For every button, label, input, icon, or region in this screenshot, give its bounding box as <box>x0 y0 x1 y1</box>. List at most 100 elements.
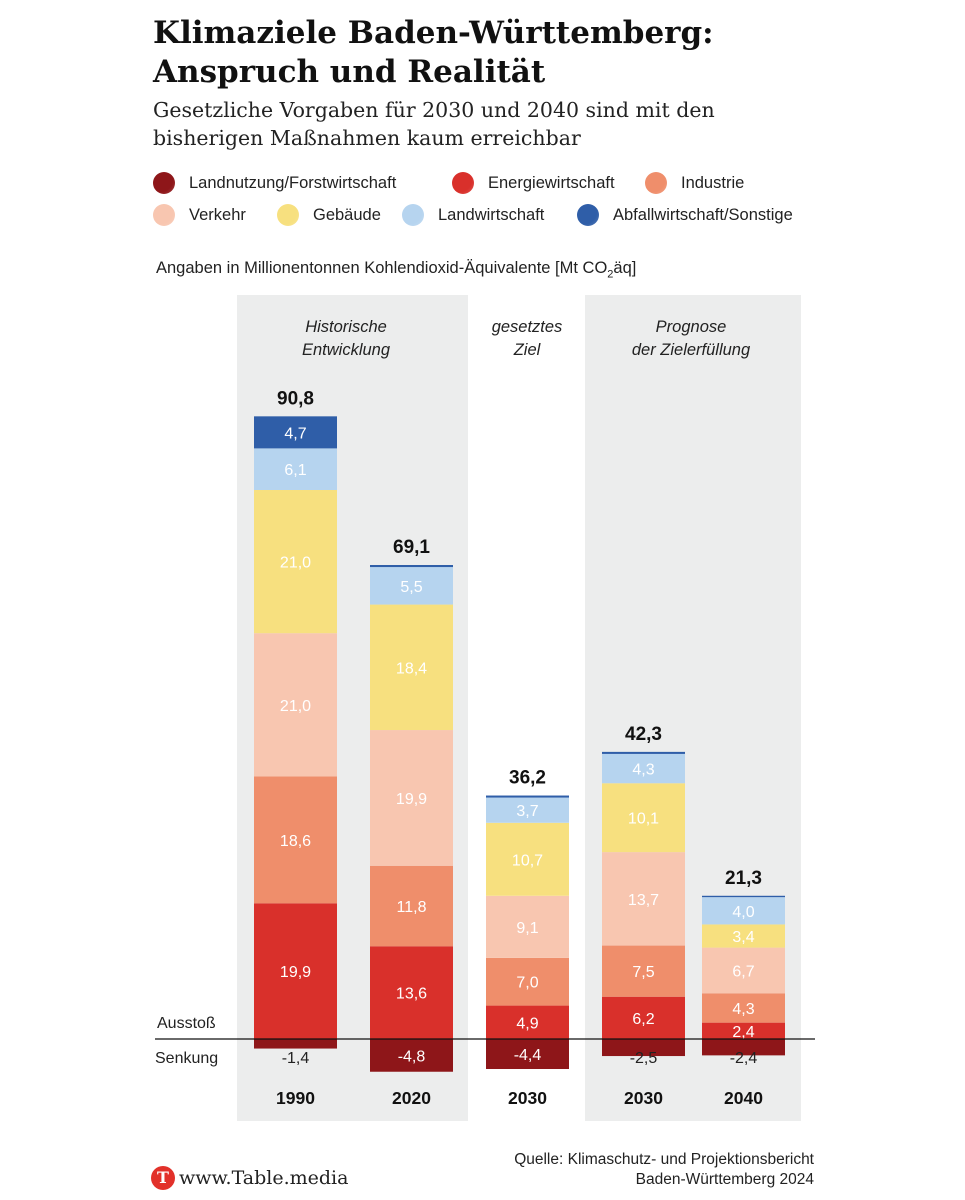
bar-segment-negative <box>254 1039 337 1049</box>
data-label: 4,7 <box>284 425 306 442</box>
emission-label: Ausstoß <box>157 1015 216 1032</box>
bar-segment <box>702 1022 785 1039</box>
bar-segment-negative <box>702 1039 785 1056</box>
bar-segment <box>602 852 685 946</box>
legend-swatch-icon <box>153 172 175 194</box>
reduction-label: Senkung <box>155 1050 218 1067</box>
total-label: 36,2 <box>509 768 546 789</box>
bar-segment <box>370 865 453 947</box>
unit-note-subscript: 2 <box>607 268 614 281</box>
bar-segment <box>370 730 453 866</box>
bar-segment-negative <box>602 1039 685 1057</box>
legend-label: Gebäude <box>313 205 381 224</box>
data-label: 18,4 <box>396 660 427 677</box>
group-label: gesetztes <box>492 318 563 336</box>
legend-label: Industrie <box>681 173 745 192</box>
group-label: Historische <box>305 318 387 336</box>
legend-item: Energiewirtschaft <box>452 171 615 195</box>
bar-segment <box>486 797 569 823</box>
data-label: 4,0 <box>732 904 754 921</box>
legend-item: Industrie <box>645 171 744 195</box>
legend-swatch-icon <box>277 204 299 226</box>
data-label: 10,7 <box>512 852 543 869</box>
bar-segment <box>254 633 337 777</box>
bar-segment <box>486 895 569 958</box>
data-label: 2,4 <box>732 1024 754 1041</box>
category-label: 2020 <box>392 1088 431 1108</box>
category-label: 2040 <box>724 1088 763 1108</box>
data-label-negative: -4,4 <box>514 1047 542 1064</box>
data-label: 9,1 <box>516 920 538 937</box>
bar-segment <box>486 1005 569 1039</box>
source-note: Quelle: Klimaschutz- und Projektionsberi… <box>514 1151 814 1188</box>
total-label: 90,8 <box>277 388 314 409</box>
bar-segment <box>702 895 785 898</box>
bar-segment <box>254 776 337 904</box>
bar-segment <box>702 947 785 994</box>
data-label-negative: -2,4 <box>730 1050 758 1067</box>
bar-segment <box>486 795 569 798</box>
brand[interactable]: T www.Table.media <box>151 1166 348 1190</box>
data-label: 21,0 <box>280 555 311 572</box>
category-label: 2030 <box>624 1088 663 1108</box>
page-title: Klimaziele Baden-Württemberg: Anspruch u… <box>153 15 714 90</box>
bar-segment <box>486 957 569 1006</box>
bar-segment <box>370 565 453 568</box>
legend-swatch-icon <box>402 204 424 226</box>
data-label-negative: -4,8 <box>398 1048 426 1065</box>
unit-note: Angaben in Millionentonnen Kohlendioxid-… <box>156 259 636 280</box>
legend-label: Verkehr <box>189 205 246 224</box>
category-label: 2030 <box>508 1088 547 1108</box>
data-label: 18,6 <box>280 833 311 850</box>
legend-label: Abfallwirtschaft/Sonstige <box>613 205 793 224</box>
data-label: 10,1 <box>628 811 659 828</box>
data-label-negative: -1,4 <box>282 1050 310 1067</box>
legend-label: Energiewirtschaft <box>488 173 615 192</box>
bar-segment <box>254 903 337 1039</box>
data-label: 21,0 <box>280 698 311 715</box>
brand-link-text: www.Table.media <box>179 1167 349 1189</box>
data-label: 13,6 <box>396 986 427 1003</box>
legend-item: Verkehr <box>153 203 246 227</box>
bar-segment <box>702 993 785 1023</box>
legend-item: Abfallwirtschaft/Sonstige <box>577 203 793 227</box>
bar-segment-negative <box>486 1039 569 1070</box>
legend-swatch-icon <box>645 172 667 194</box>
bar-segment <box>602 753 685 784</box>
group-label: der Zielerfüllung <box>632 341 751 359</box>
legend-item: Landwirtschaft <box>402 203 544 227</box>
bar-segment <box>702 897 785 925</box>
table-media-logo-icon: T <box>151 1166 175 1190</box>
data-label: 4,9 <box>516 1015 538 1032</box>
bar-segment <box>702 924 785 948</box>
group-label: Entwicklung <box>302 341 391 359</box>
data-label: 19,9 <box>280 964 311 981</box>
bar-segment <box>602 945 685 997</box>
data-label: 6,7 <box>732 963 754 980</box>
bar-segment <box>602 751 685 754</box>
total-label: 21,3 <box>725 868 762 889</box>
data-label: 7,5 <box>632 964 654 981</box>
data-label-negative: -2,5 <box>630 1050 658 1067</box>
total-label: 69,1 <box>393 537 430 558</box>
unit-note-prefix: Angaben in Millionentonnen Kohlendioxid-… <box>156 259 608 277</box>
data-label: 19,9 <box>396 791 427 808</box>
bar-segment <box>254 448 337 490</box>
legend-swatch-icon <box>153 204 175 226</box>
bar-segment-negative <box>370 1039 453 1072</box>
data-label: 11,8 <box>397 899 427 916</box>
total-label: 42,3 <box>625 724 662 745</box>
bar-segment <box>370 567 453 605</box>
data-label: 3,4 <box>732 929 754 946</box>
group-label: Prognose <box>656 318 727 336</box>
legend-item: Gebäude <box>277 203 381 227</box>
category-label: 1990 <box>276 1088 315 1108</box>
data-label: 7,0 <box>516 975 538 992</box>
data-label: 3,7 <box>516 803 538 820</box>
data-label: 13,7 <box>628 892 659 909</box>
bar-segment <box>602 996 685 1039</box>
bar-segment <box>254 489 337 634</box>
bar-segment <box>370 946 453 1039</box>
legend-label: Landwirtschaft <box>438 205 545 224</box>
